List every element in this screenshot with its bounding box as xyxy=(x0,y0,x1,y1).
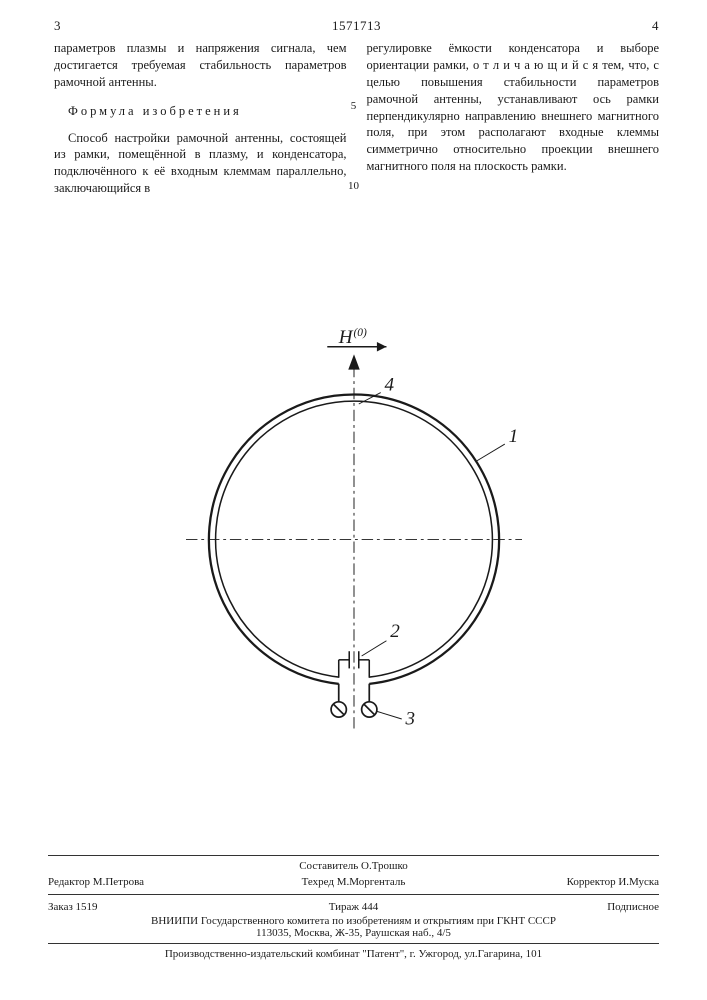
right-para-1: регулировке ёмкости конденсатора и выбор… xyxy=(367,40,660,175)
line-number-5: 5 xyxy=(345,100,363,112)
right-column: регулировке ёмкости конденсатора и выбор… xyxy=(367,40,660,197)
field-label: H(0) xyxy=(337,327,366,348)
rule-3 xyxy=(48,943,659,944)
left-para-2: Способ настройки рамочной антенны, состо… xyxy=(54,130,347,198)
field-arrow xyxy=(327,342,386,352)
label-3: 3 xyxy=(404,709,415,730)
left-para-1: параметров плазмы и напряжения сигнала, … xyxy=(54,40,347,91)
sign: Подписное xyxy=(455,901,659,913)
compiler-line: Составитель О.Трошко xyxy=(48,860,659,872)
printer-line: Производственно-издательский комбинат "П… xyxy=(48,948,659,960)
editor-left: Редактор М.Петрова xyxy=(48,876,252,888)
formula-heading: Формула изобретения xyxy=(54,103,347,120)
body-columns: параметров плазмы и напряжения сигнала, … xyxy=(54,40,659,197)
publisher-1: ВНИИПИ Государственного комитета по изоб… xyxy=(48,915,659,927)
order-row: Заказ 1519 Тираж 444 Подписное xyxy=(48,899,659,915)
page-header: 3 1571713 4 xyxy=(54,18,659,34)
order-number: Заказ 1519 xyxy=(48,901,252,913)
label-4: 4 xyxy=(384,375,394,396)
rule-1 xyxy=(48,855,659,856)
left-column: параметров плазмы и напряжения сигнала, … xyxy=(54,40,347,197)
line-number-10: 10 xyxy=(345,180,363,192)
vertical-axis xyxy=(348,354,359,728)
rule-2 xyxy=(48,894,659,895)
label-1: 1 xyxy=(508,426,518,447)
right-page-num: 4 xyxy=(652,18,659,34)
doc-number: 1571713 xyxy=(332,18,381,34)
label-2: 2 xyxy=(390,621,400,642)
editor-right: Корректор И.Муска xyxy=(455,876,659,888)
tirazh: Тираж 444 xyxy=(252,901,456,913)
left-page-num: 3 xyxy=(54,18,61,34)
footer-block: Составитель О.Трошко Редактор М.Петрова … xyxy=(48,851,659,960)
antenna-diagram: H(0) xyxy=(144,320,564,740)
editor-center: Техред М.Моргенталь xyxy=(252,876,456,888)
diagram-labels: 1 2 3 4 xyxy=(358,375,517,730)
publisher-2: 113035, Москва, Ж-35, Раушская наб., 4/5 xyxy=(48,927,659,939)
editor-row: Редактор М.Петрова Техред М.Моргенталь К… xyxy=(48,872,659,890)
